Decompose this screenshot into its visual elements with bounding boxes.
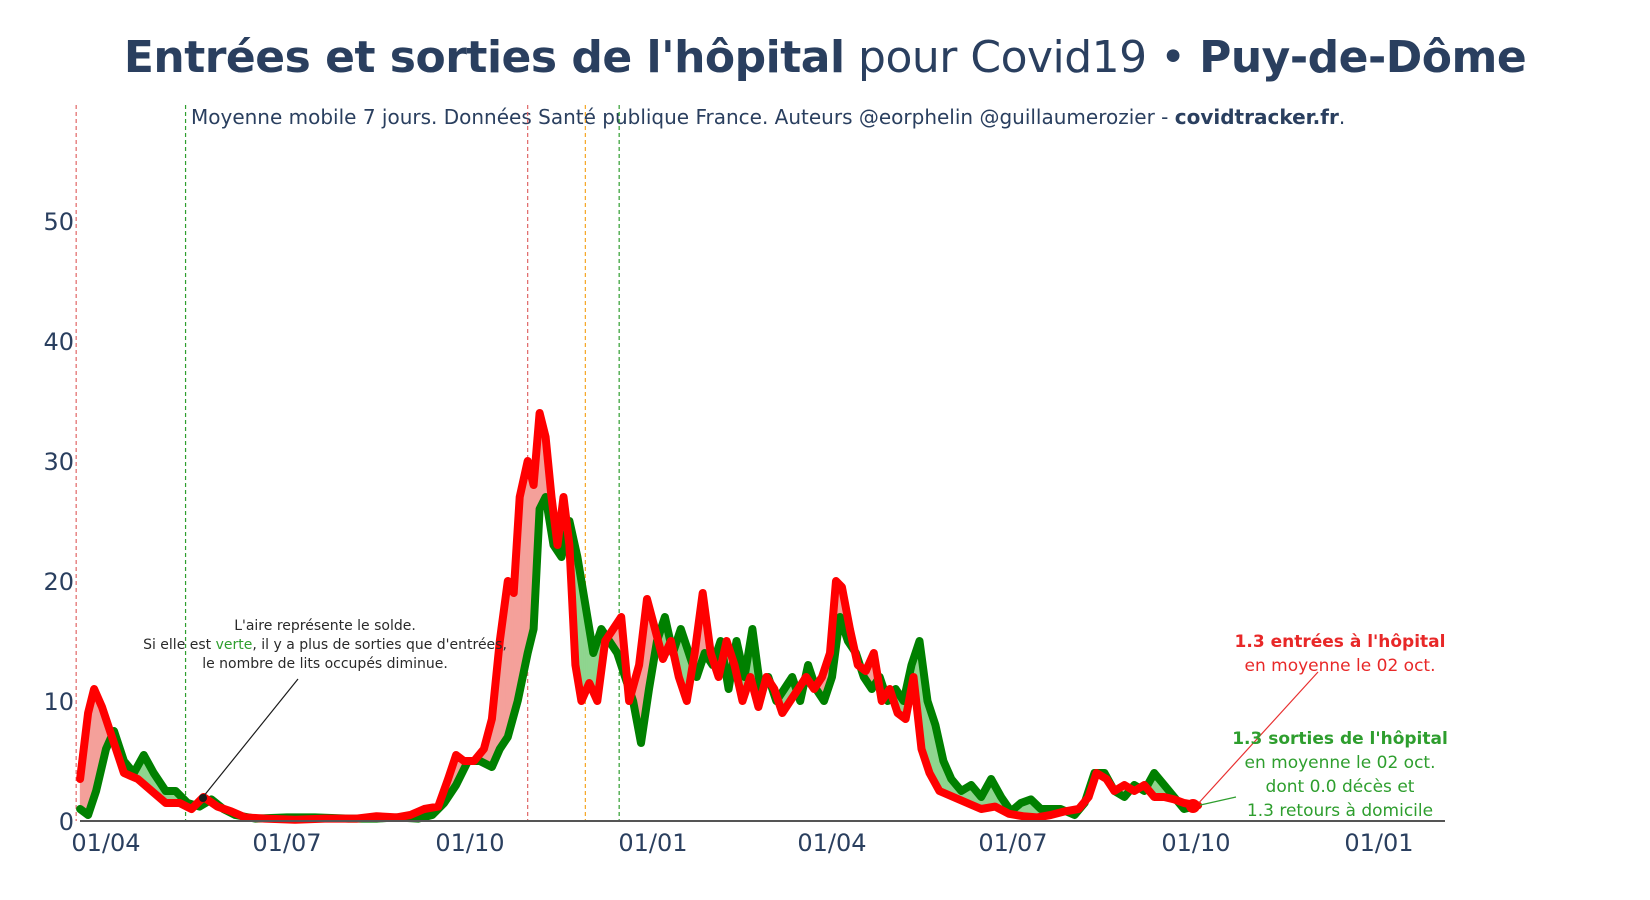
title-bold: Entrées et sorties de l'hôpital [123,32,845,83]
annotation-entrees: 1.3 entrées à l'hôpital en moyenne le 02… [1195,632,1446,807]
annotation-entrees-line1: 1.3 entrées à l'hôpital [1235,632,1446,652]
annotation-left-line3: le nombre de lits occupés diminue. [202,656,448,672]
x-tick-label: 01/10 [435,829,504,857]
y-tick-label: 40 [43,328,74,356]
area-fills [79,412,1199,821]
chart-title: Entrées et sorties de l'hôpital pour Cov… [0,32,1650,83]
annotation-left-line2-b: , il y a plus de sorties que d'entrées, [252,637,507,653]
x-tick-label: 01/07 [252,829,321,857]
title-region: Puy-de-Dôme [1199,32,1527,83]
x-tick-label: 01/01 [618,829,687,857]
x-tick-label: 01/04 [797,829,866,857]
title-normal: pour Covid19 • [844,32,1200,83]
annotation-sorties-line3: dont 0.0 décès et [1266,777,1415,797]
subtitle-end: . [1338,105,1346,129]
annotation-sorties-line2: en moyenne le 02 oct. [1245,753,1436,773]
x-tick-label: 01/10 [1161,829,1230,857]
y-tick-label: 30 [43,448,74,476]
annotation-left-line1: L'aire représente le solde. [234,618,416,634]
series-line-entrées [76,409,1202,824]
y-tick-label: 0 [59,808,74,836]
x-tick-label: 01/04 [71,829,140,857]
y-tick-label: 20 [43,568,74,596]
y-axis-ticks: 0 10 20 30 40 50 [43,208,74,836]
chart-subtitle: Moyenne mobile 7 jours. Données Santé pu… [191,105,1345,129]
annotation-left-line2: Si elle est verte, il y a plus de sortie… [143,637,507,653]
annotation-sorties-line1: 1.3 sorties de l'hôpital [1232,729,1448,749]
x-tick-label: 01/01 [1344,829,1413,857]
annotation-left-arrow [202,678,299,798]
annotation-entrees-arrow [1195,671,1319,807]
annotation-left: L'aire représente le solde. Si elle est … [143,618,507,802]
y-tick-label: 10 [43,688,74,716]
vertical-markers [75,105,620,821]
x-axis-ticks: 01/04 01/07 01/10 01/01 01/04 01/07 01/10 01/01 [71,829,1413,857]
annotation-sorties-line4: 1.3 retours à domicile [1247,801,1433,821]
annotation-left-line2-a: Si elle est [143,637,216,653]
annotation-left-dot [199,794,207,802]
annotation-entrees-line2: en moyenne le 02 oct. [1245,656,1436,676]
x-tick-label: 01/07 [978,829,1047,857]
series-lines [76,409,1202,824]
annotation-sorties-arrow [1195,796,1237,807]
y-tick-label: 50 [43,208,74,236]
subtitle-site: covidtracker.fr [1174,105,1339,129]
annotation-sorties: 1.3 sorties de l'hôpital en moyenne le 0… [1195,729,1448,821]
subtitle-text: Moyenne mobile 7 jours. Données Santé pu… [191,105,1175,129]
annotation-left-line2-green: verte [216,637,253,653]
last-point-marker [1186,799,1200,813]
